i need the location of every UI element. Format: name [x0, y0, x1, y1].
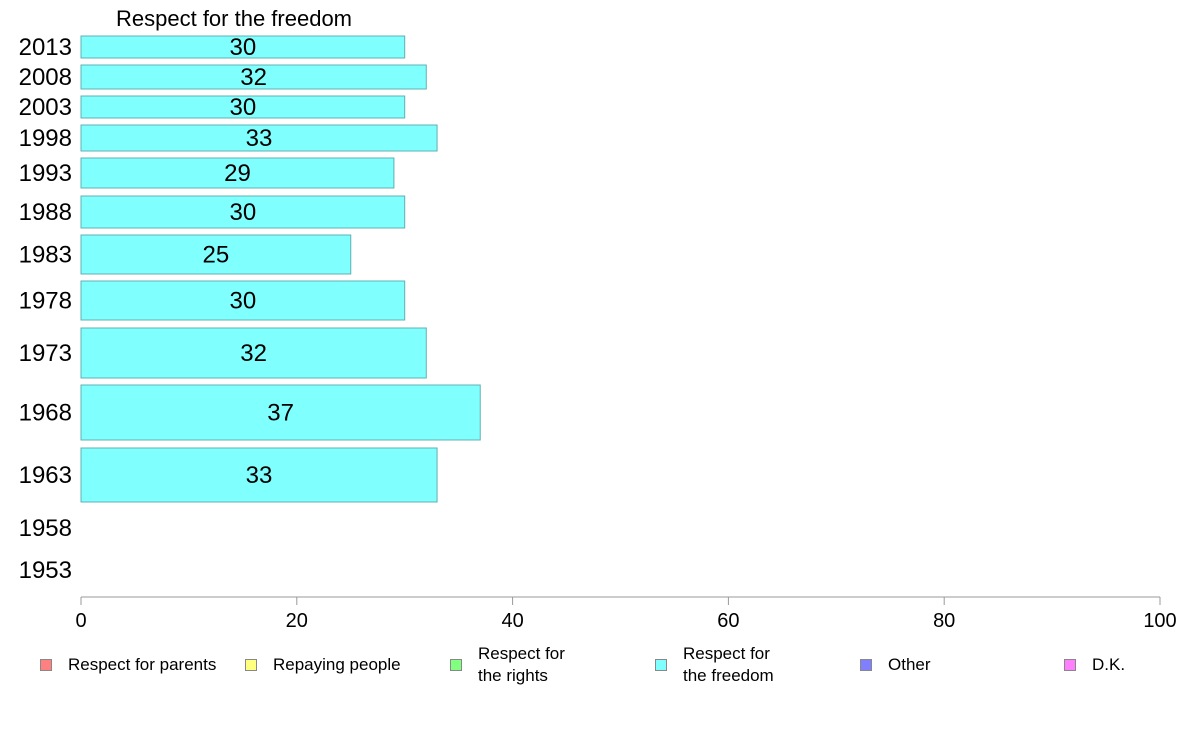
- y-tick-label: 2013: [19, 34, 72, 61]
- x-tick-label: 100: [1143, 610, 1176, 632]
- legend-swatch: [655, 659, 667, 671]
- data-label: 30: [229, 288, 256, 315]
- legend-swatch: [1064, 659, 1076, 671]
- x-axis: 0 20 40 60 80 100: [75, 596, 1177, 632]
- x-tick-label: 0: [75, 610, 86, 632]
- bar: [80, 384, 481, 441]
- x-tick-label: 60: [717, 610, 739, 632]
- bar: [80, 234, 352, 275]
- bar: [80, 95, 406, 119]
- legend-swatch: [40, 659, 52, 671]
- y-tick-label: 1978: [19, 288, 72, 315]
- legend-item: Other: [860, 654, 931, 676]
- legend-swatch: [860, 659, 872, 671]
- bar: [80, 447, 438, 503]
- bar: [80, 157, 395, 189]
- legend-label: Respect for parents: [68, 655, 217, 674]
- y-tick-label: 1983: [19, 242, 72, 269]
- bar: [80, 280, 406, 321]
- y-tick-label: 1973: [19, 340, 72, 367]
- x-tick-label: 20: [286, 610, 308, 632]
- legend-label: Other: [888, 655, 931, 674]
- y-tick-label: 1953: [19, 557, 72, 584]
- bar: [80, 35, 406, 59]
- legend: Respect for parents Repaying people Respec…: [0, 640, 1188, 700]
- y-tick-label: 1963: [19, 462, 72, 489]
- data-label: 29: [224, 160, 251, 187]
- y-tick-label: 1958: [19, 515, 72, 542]
- x-tick-label: 80: [933, 610, 955, 632]
- legend-item: Respect for the freedom: [655, 643, 774, 687]
- x-tick-label: 40: [501, 610, 523, 632]
- y-tick-label: 1993: [19, 160, 72, 187]
- data-label: 32: [240, 340, 267, 367]
- legend-label: Repaying people: [273, 655, 401, 674]
- bar: [80, 327, 427, 379]
- legend-label: D.K.: [1092, 655, 1126, 674]
- legend-label: Respect for the freedom: [683, 644, 774, 685]
- bar: [80, 124, 438, 152]
- legend-label: Respect for the rights: [478, 644, 565, 685]
- data-label: 37: [267, 400, 294, 427]
- data-label: 32: [240, 64, 267, 91]
- legend-item: D.K.: [1064, 654, 1125, 676]
- data-label: 33: [246, 125, 273, 152]
- legend-item: Repaying people: [245, 654, 401, 676]
- bar: [80, 64, 427, 90]
- data-label: 30: [229, 94, 256, 121]
- bars-group: 2013 30 2008 32 2003 30 1998 33 1993 29 1988 30 1983…: [19, 34, 481, 584]
- chart-title: Respect for the freedom: [116, 6, 352, 31]
- data-label: 30: [229, 199, 256, 226]
- legend-item: Respect for the rights: [450, 643, 565, 687]
- legend-item: Respect for parents: [40, 654, 216, 676]
- data-label: 33: [246, 462, 273, 489]
- bar: [80, 195, 406, 229]
- y-tick-label: 1968: [19, 400, 72, 427]
- y-tick-label: 1988: [19, 199, 72, 226]
- y-tick-label: 1998: [19, 125, 72, 152]
- y-tick-label: 2003: [19, 94, 72, 121]
- data-label: 30: [229, 34, 256, 61]
- legend-swatch: [450, 659, 462, 671]
- y-tick-label: 2008: [19, 64, 72, 91]
- data-label: 25: [203, 242, 230, 269]
- legend-swatch: [245, 659, 257, 671]
